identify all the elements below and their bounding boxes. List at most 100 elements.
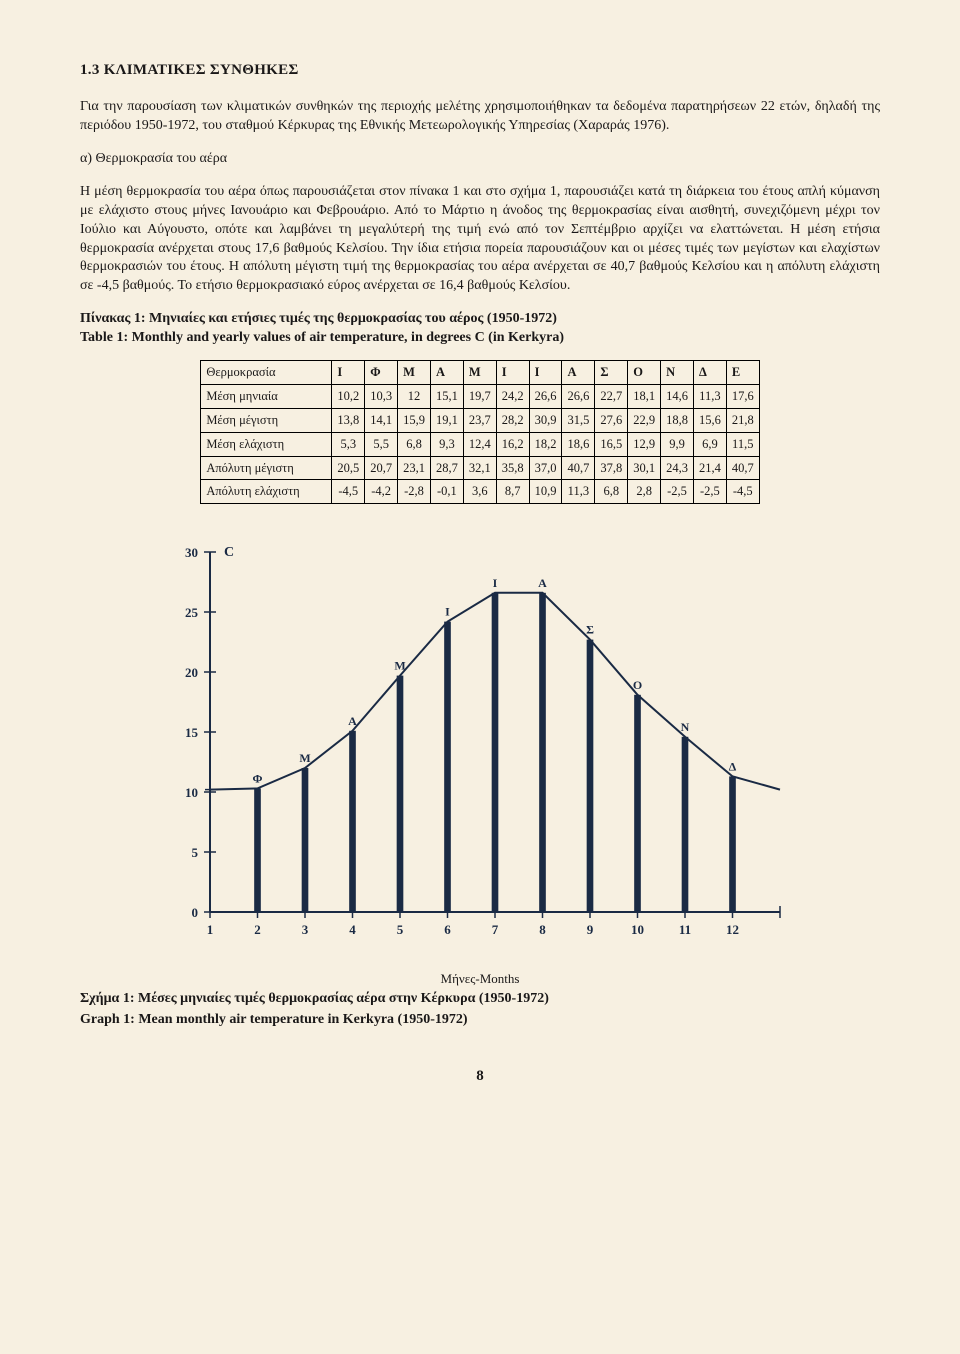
table-row-label: Απόλυτη μέγιστη (201, 456, 332, 480)
svg-text:12: 12 (726, 922, 739, 937)
temperature-table: Θερμοκρασία ΙΦΜΑΜΙΙΑΣΟΝΔΕ Μέση μηνιαία10… (200, 360, 759, 504)
table-cell: 37,0 (529, 456, 562, 480)
table-cell: 12 (398, 384, 431, 408)
section-heading: 1.3 ΚΛΙΜΑΤΙΚΕΣ ΣΥΝΘΗΚΕΣ (80, 60, 880, 80)
table-cell: 14,1 (365, 408, 398, 432)
table-cell: 23,7 (463, 408, 496, 432)
table-cell: 18,8 (661, 408, 694, 432)
paragraph-body: Η μέση θερμοκρασία του αέρα όπως παρουσι… (80, 183, 880, 296)
table-cell: 6,9 (693, 432, 726, 456)
table-cell: 16,2 (496, 432, 529, 456)
table-cell: 24,3 (661, 456, 694, 480)
table-col-header: Μ (463, 361, 496, 385)
table-cell: 12,4 (463, 432, 496, 456)
table-cell: 20,7 (365, 456, 398, 480)
table-cell: -4,2 (365, 480, 398, 504)
table-cell: 30,9 (529, 408, 562, 432)
table-corner: Θερμοκρασία (201, 361, 332, 385)
table-cell: 30,1 (628, 456, 661, 480)
table-row-label: Μέση ελάχιστη (201, 432, 332, 456)
svg-text:10: 10 (185, 785, 198, 800)
table-cell: 19,7 (463, 384, 496, 408)
table-cell: 28,2 (496, 408, 529, 432)
table-row: Μέση μέγιστη13,814,115,919,123,728,230,9… (201, 408, 759, 432)
svg-text:8: 8 (539, 922, 546, 937)
svg-text:C: C (224, 545, 234, 560)
table-cell: -2,8 (398, 480, 431, 504)
table-cell: -4,5 (726, 480, 759, 504)
table-cell: 14,6 (661, 384, 694, 408)
table-cell: 15,6 (693, 408, 726, 432)
svg-text:Σ: Σ (586, 623, 594, 637)
table-cell: 24,2 (496, 384, 529, 408)
table-col-header: Ν (661, 361, 694, 385)
table-cell: 23,1 (398, 456, 431, 480)
table-cell: 40,7 (562, 456, 595, 480)
table-cell: 16,5 (595, 432, 628, 456)
table-col-header: Δ (693, 361, 726, 385)
table-row: Απόλυτη ελάχιστη-4,5-4,2-2,8-0,13,68,710… (201, 480, 759, 504)
svg-text:Ν: Ν (681, 720, 690, 734)
table-cell: 8,7 (496, 480, 529, 504)
svg-text:7: 7 (492, 922, 499, 937)
table-cell: 10,9 (529, 480, 562, 504)
table-cell: 11,5 (726, 432, 759, 456)
svg-text:10: 10 (631, 922, 644, 937)
table-cell: 15,9 (398, 408, 431, 432)
table-row: Μέση ελάχιστη5,35,56,89,312,416,218,218,… (201, 432, 759, 456)
table-cell: -4,5 (332, 480, 365, 504)
table-col-header: Ο (628, 361, 661, 385)
svg-text:30: 30 (185, 545, 198, 560)
table-cell: 20,5 (332, 456, 365, 480)
table-cell: 26,6 (529, 384, 562, 408)
table-cell: -0,1 (430, 480, 463, 504)
table-cell: -2,5 (693, 480, 726, 504)
table-cell: 21,8 (726, 408, 759, 432)
table-cell: 5,5 (365, 432, 398, 456)
svg-text:0: 0 (192, 905, 199, 920)
svg-text:9: 9 (587, 922, 594, 937)
table-cell: 10,2 (332, 384, 365, 408)
table-cell: 18,6 (562, 432, 595, 456)
table-cell: 6,8 (398, 432, 431, 456)
table-row-label: Μέση μηνιαία (201, 384, 332, 408)
table-cell: 32,1 (463, 456, 496, 480)
table-cell: 3,6 (463, 480, 496, 504)
svg-text:2: 2 (254, 922, 261, 937)
table-cell: 10,3 (365, 384, 398, 408)
table-cell: 22,7 (595, 384, 628, 408)
svg-text:Μ: Μ (299, 751, 310, 765)
table-cell: 9,9 (661, 432, 694, 456)
table-cell: 13,8 (332, 408, 365, 432)
table-cell: 18,2 (529, 432, 562, 456)
table-cell: 40,7 (726, 456, 759, 480)
table-col-header: Α (562, 361, 595, 385)
table-col-header: Α (430, 361, 463, 385)
subheading-a: α) Θερμοκρασία του αέρα (80, 150, 880, 169)
table-cell: 12,9 (628, 432, 661, 456)
table-col-header: Ι (496, 361, 529, 385)
svg-text:20: 20 (185, 665, 198, 680)
table-cell: 9,3 (430, 432, 463, 456)
table-cell: 11,3 (693, 384, 726, 408)
svg-text:Φ: Φ (253, 772, 263, 786)
table-cell: 11,3 (562, 480, 595, 504)
table-caption-en: Table 1: Monthly and yearly values of ai… (80, 329, 880, 348)
table-col-header: Ι (332, 361, 365, 385)
table-caption-gr: Πίνακας 1: Μηνιαίες και ετήσιες τιμές τη… (80, 310, 880, 329)
table-col-header: Ε (726, 361, 759, 385)
paragraph-intro: Για την παρουσίαση των κλιματικών συνθηκ… (80, 98, 880, 136)
xlabel: Μήνες-Months (80, 970, 880, 988)
svg-text:5: 5 (192, 845, 199, 860)
table-row-label: Απόλυτη ελάχιστη (201, 480, 332, 504)
svg-text:Α: Α (538, 576, 547, 590)
table-cell: 5,3 (332, 432, 365, 456)
svg-text:11: 11 (679, 922, 691, 937)
table-cell: 19,1 (430, 408, 463, 432)
table-cell: 6,8 (595, 480, 628, 504)
table-cell: 18,1 (628, 384, 661, 408)
table-cell: 21,4 (693, 456, 726, 480)
table-cell: 35,8 (496, 456, 529, 480)
table-row: Μέση μηνιαία10,210,31215,119,724,226,626… (201, 384, 759, 408)
table-col-header: Σ (595, 361, 628, 385)
